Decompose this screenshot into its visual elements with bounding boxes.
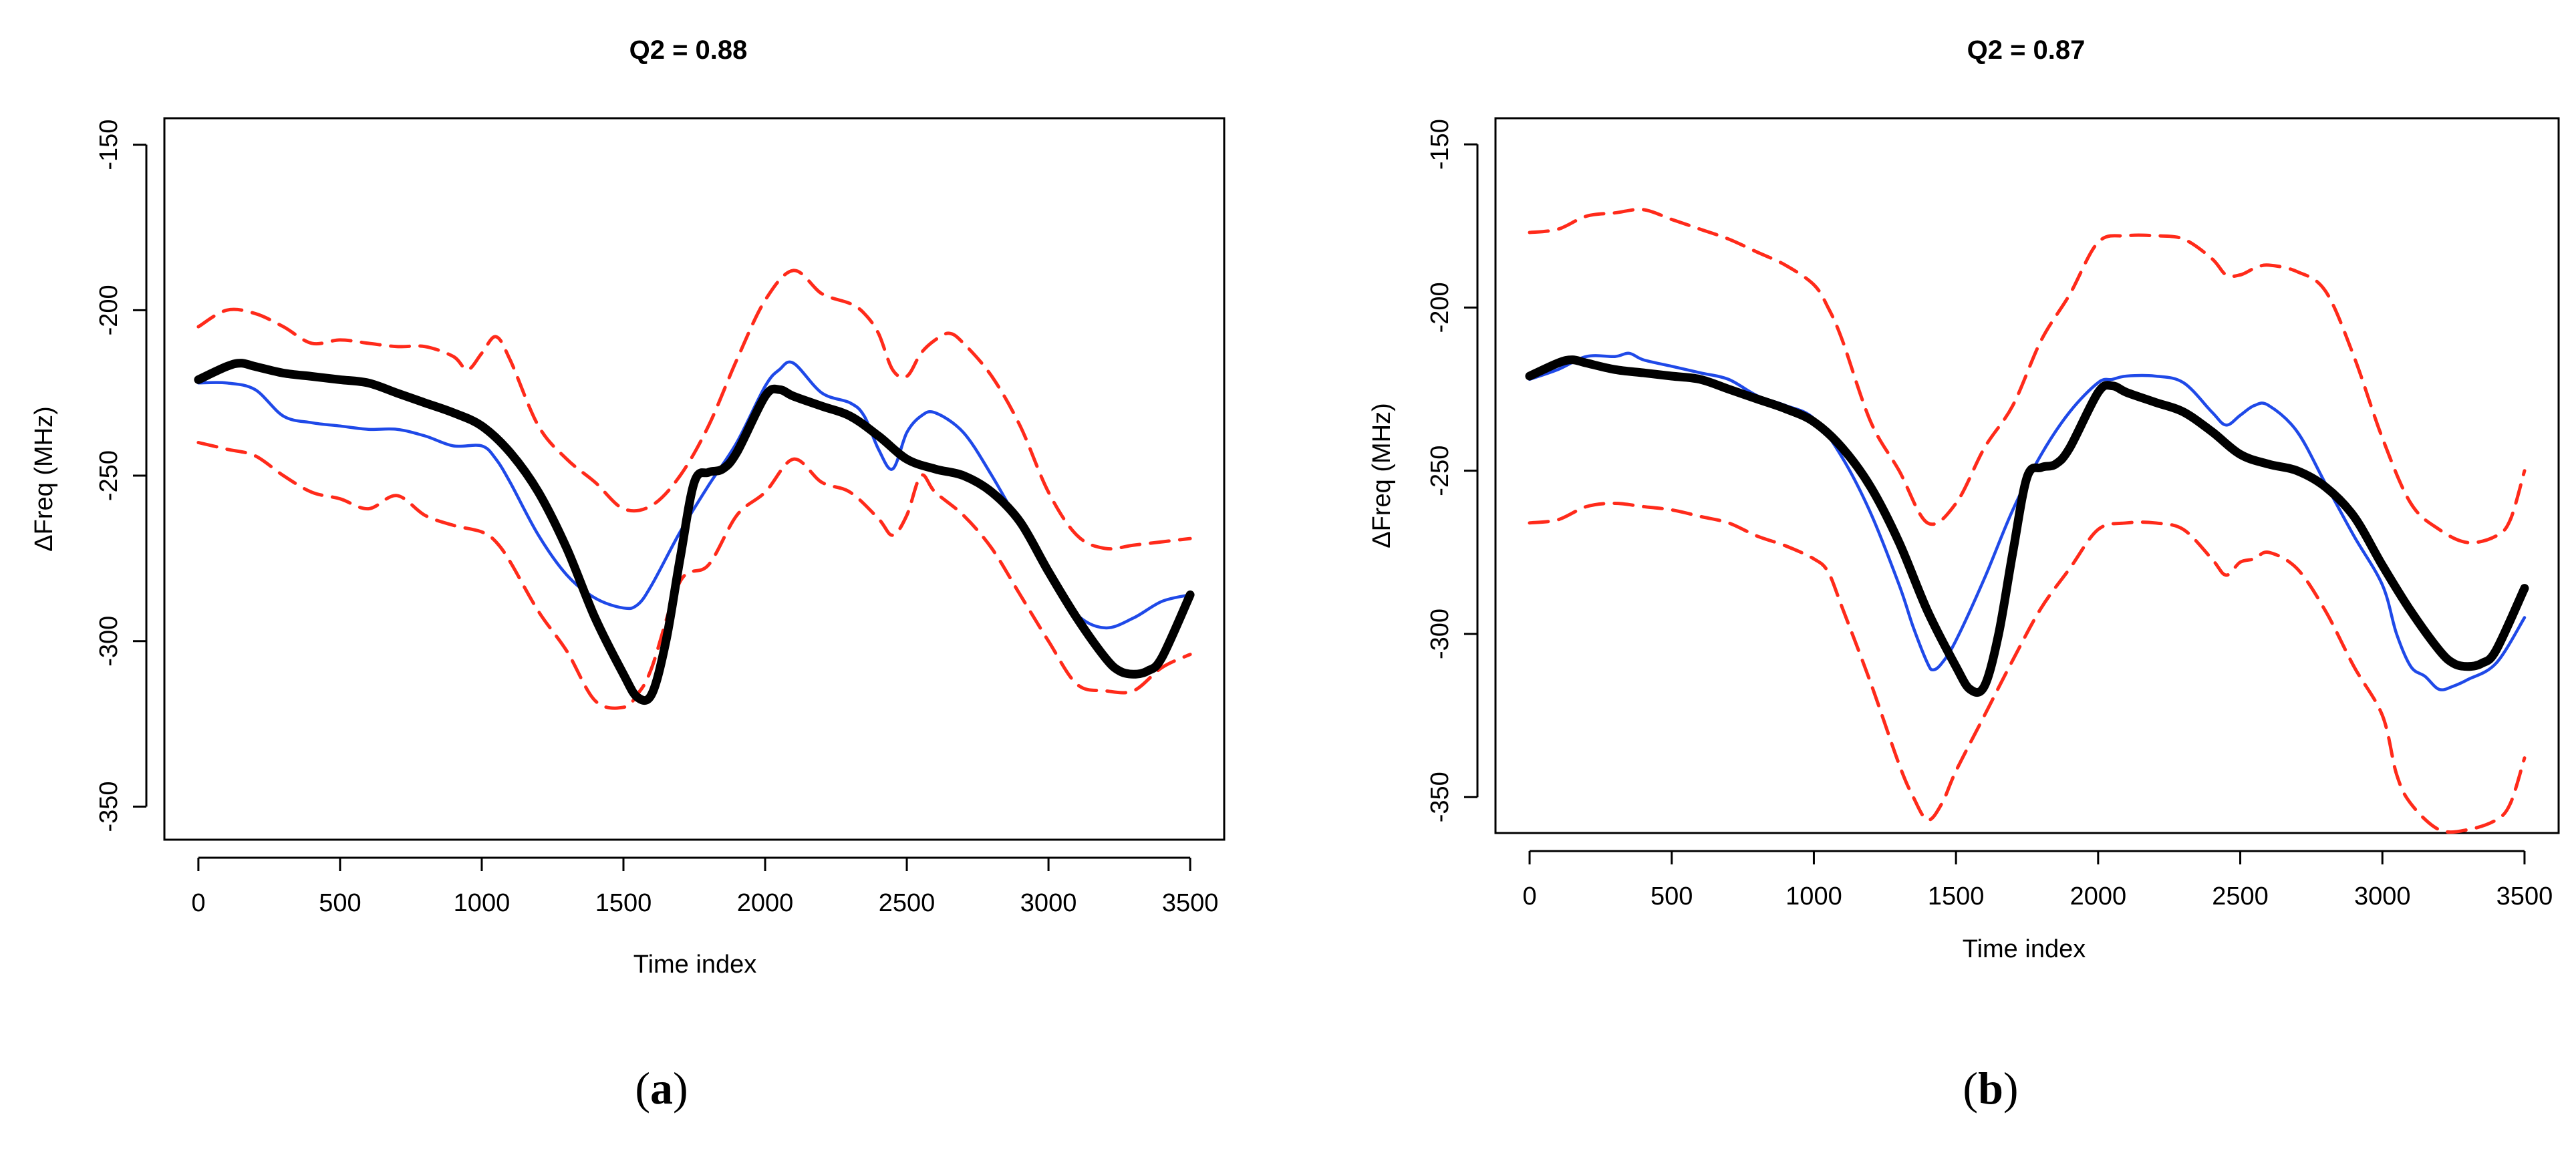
caption-open-paren: ( (1963, 1063, 1978, 1114)
plot-frame (163, 117, 1226, 841)
plot-frame (1494, 117, 2560, 834)
x-tick-label: 500 (1651, 882, 1693, 910)
x-tick-label: 0 (191, 889, 205, 917)
y-tick-label: -250 (1426, 446, 1454, 496)
chart-panel-b: Q2 = 0.87 0 500 1000 1500 2000 2500 3000 3500 -15… (1368, 35, 2560, 1114)
x-tick-label: 3500 (1162, 889, 1219, 917)
y-axis-label: ΔFreq (MHz) (1368, 403, 1396, 548)
panel-caption: (a) (635, 1063, 688, 1114)
x-tick-label: 2500 (879, 889, 936, 917)
series-upper-bound (196, 269, 1192, 551)
series-upper-bound (1528, 207, 2527, 544)
x-tick-label: 1500 (1928, 882, 1985, 910)
x-tick-label: 1000 (454, 889, 511, 917)
y-tick-label: -350 (95, 781, 123, 832)
x-axis-label: Time index (633, 951, 756, 979)
y-tick-label: -150 (1426, 119, 1454, 170)
x-tick-label: 3500 (2496, 882, 2553, 910)
y-tick-label: -300 (1426, 609, 1454, 659)
caption-close-paren: ) (2003, 1063, 2019, 1114)
x-tick-label: 3000 (1020, 889, 1077, 917)
series-lower-bound (1528, 502, 2527, 834)
series-observed (194, 359, 1195, 705)
series-observed (1525, 355, 2529, 697)
x-tick-label: 3000 (2354, 882, 2411, 910)
panel-caption: (b) (1963, 1063, 2018, 1114)
x-axis-label: Time index (1963, 935, 2086, 963)
chart-title: Q2 = 0.87 (1967, 35, 2086, 65)
x-tick-label: 2000 (2070, 882, 2127, 910)
chart-title: Q2 = 0.88 (629, 35, 748, 65)
caption-letter: a (650, 1063, 673, 1114)
y-tick-label: -150 (95, 120, 123, 170)
caption-close-paren: ) (673, 1063, 688, 1114)
series-lower-bound (196, 441, 1192, 710)
x-tick-label: 2500 (2212, 882, 2269, 910)
x-tick-label: 0 (1522, 882, 1536, 910)
y-tick-label: -350 (1426, 772, 1454, 822)
y-tick-label: -300 (95, 616, 123, 667)
y-tick-label: -250 (95, 450, 123, 501)
series-predicted (1528, 351, 2527, 691)
series-predicted (196, 360, 1192, 630)
caption-open-paren: ( (635, 1063, 650, 1114)
y-axis-label: ΔFreq (MHz) (30, 406, 58, 551)
x-tick-label: 2000 (737, 889, 794, 917)
chart-panel-a: Q2 = 0.88 0 500 1000 1500 2000 2500 3000 3500 -15… (30, 35, 1226, 1114)
x-tick-label: 1000 (1785, 882, 1842, 910)
x-tick-label: 1500 (595, 889, 652, 917)
caption-letter: b (1978, 1063, 2003, 1114)
y-tick-label: -200 (95, 285, 123, 335)
y-tick-label: -200 (1426, 282, 1454, 333)
x-tick-label: 500 (319, 889, 361, 917)
